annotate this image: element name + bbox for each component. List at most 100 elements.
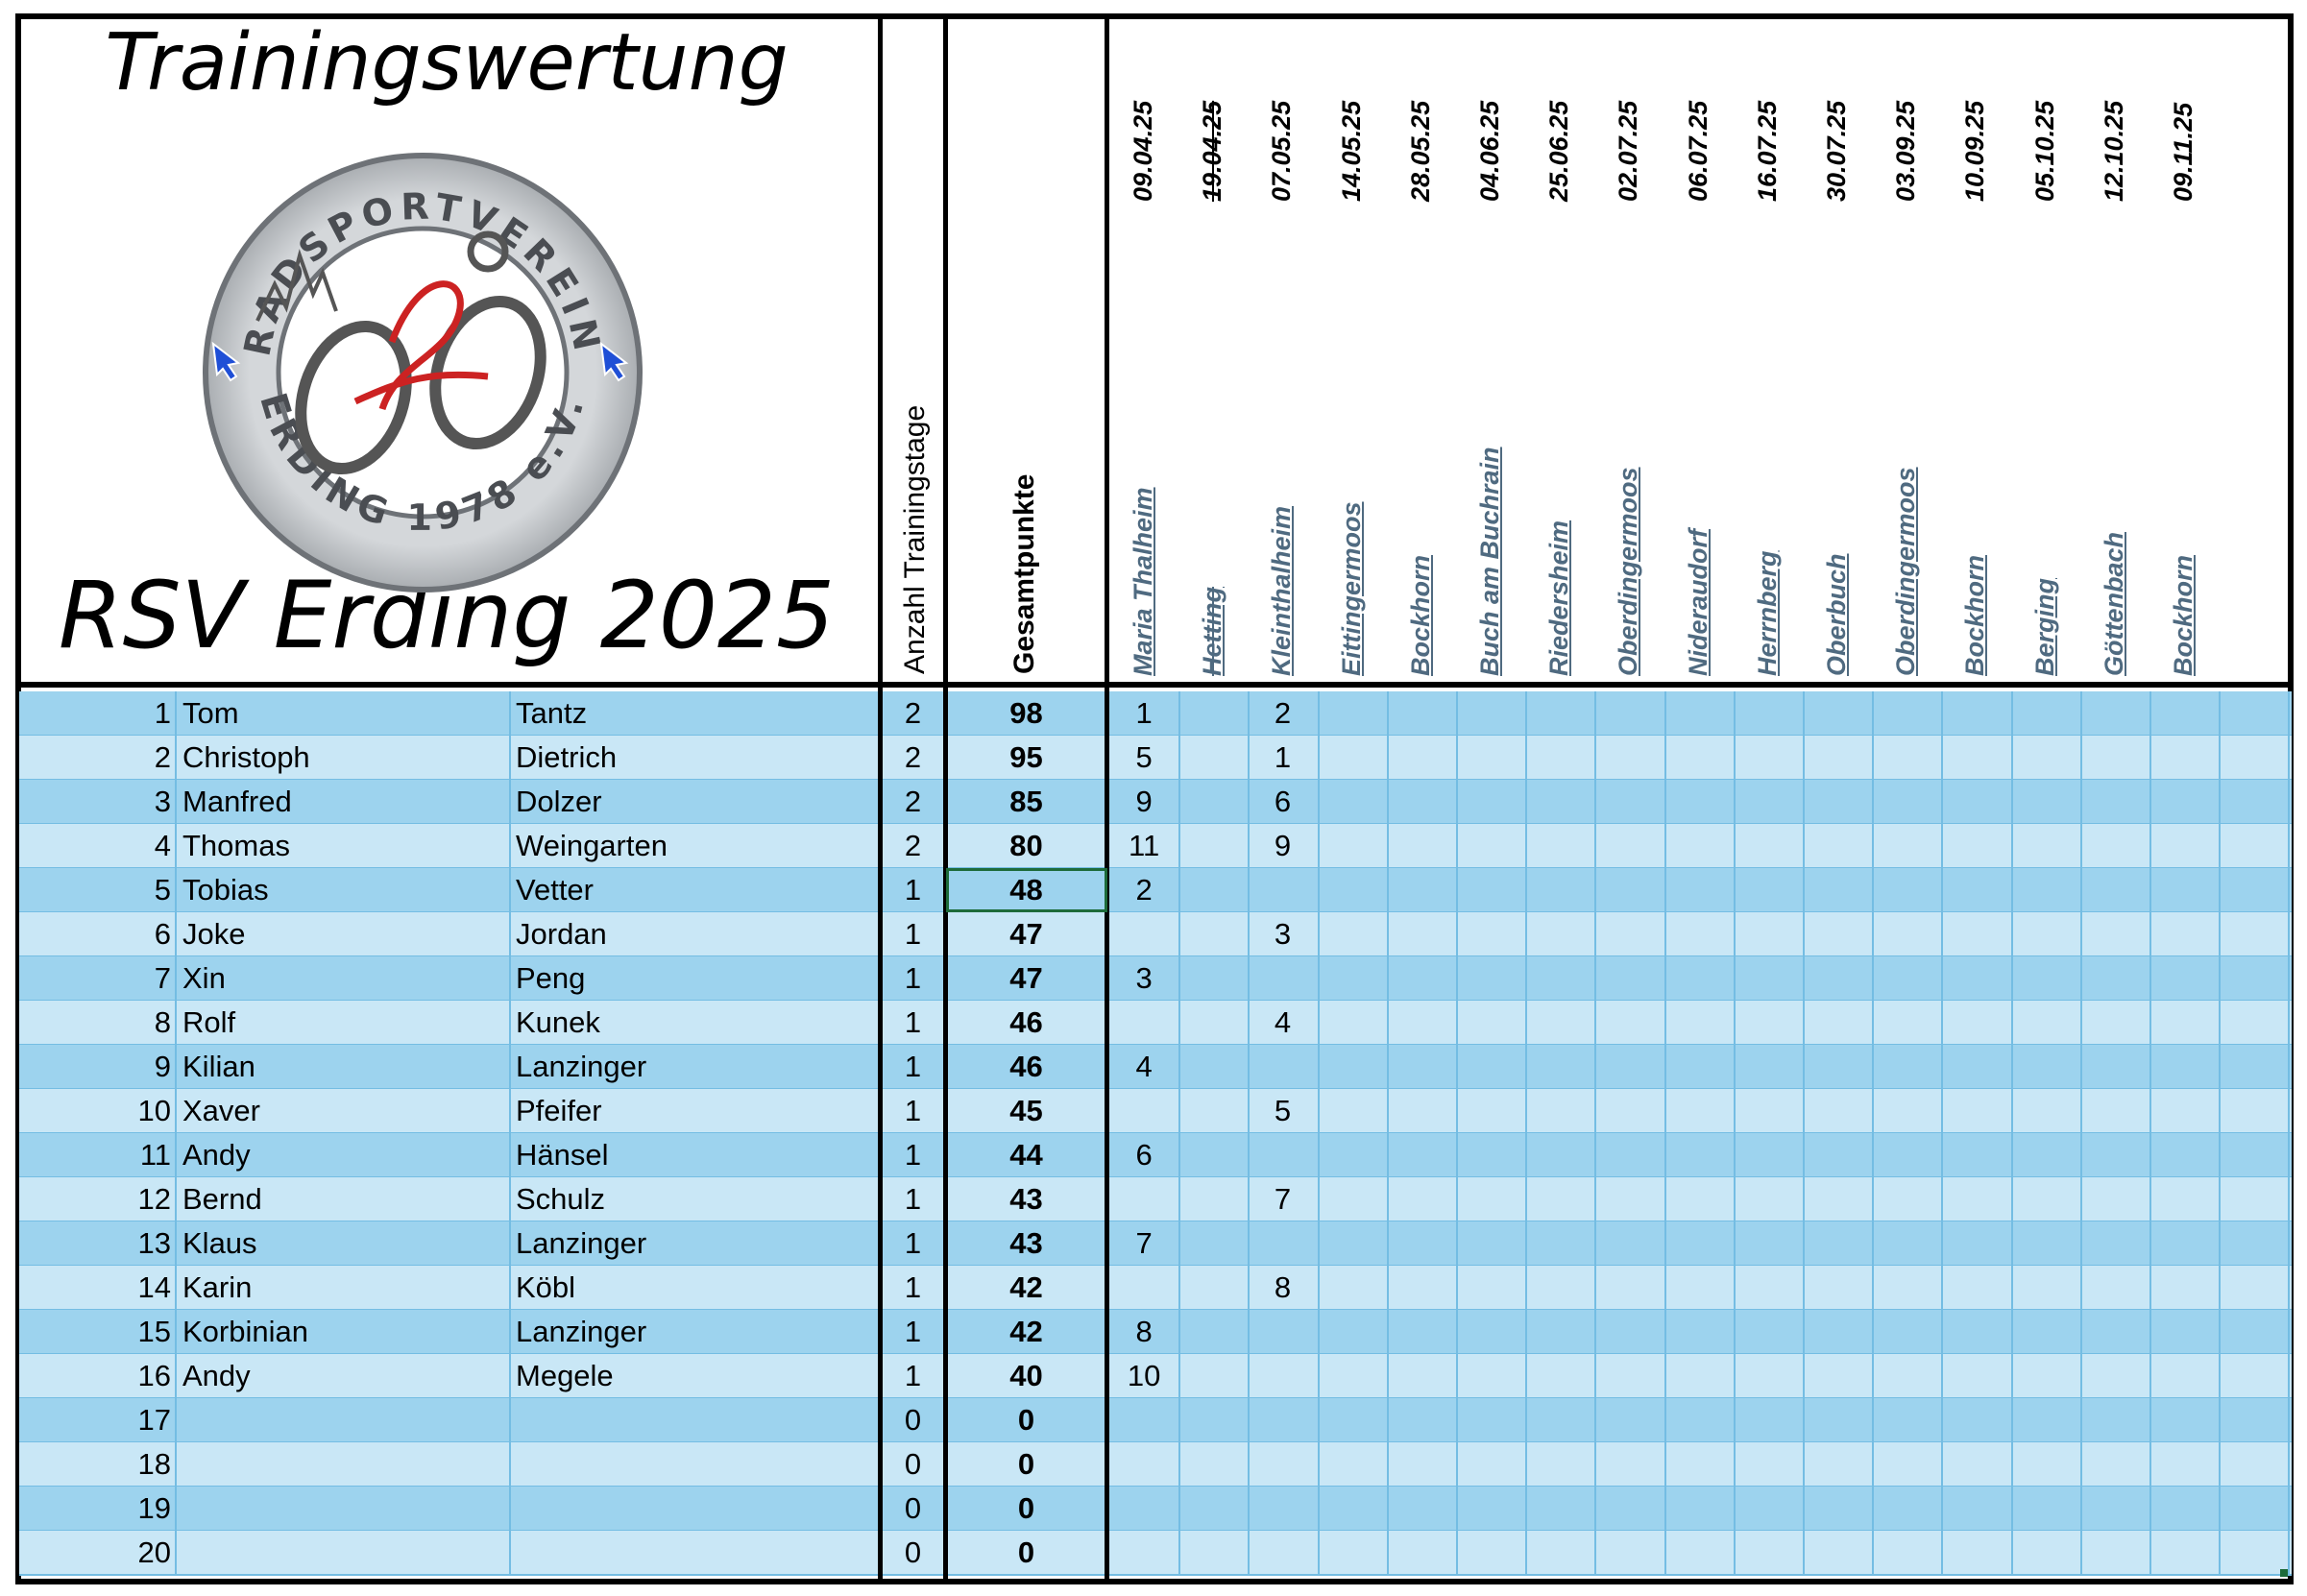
last-name-cell[interactable]: Lanzinger	[516, 1315, 647, 1348]
result-cell[interactable]: 4	[1135, 1050, 1153, 1083]
result-cell[interactable]	[1248, 868, 1317, 912]
result-cell[interactable]: 9	[1135, 785, 1153, 818]
table-row[interactable]: 11 Andy Hänsel 1 44 6	[19, 1133, 2292, 1177]
result-cell[interactable]	[1109, 1398, 1178, 1442]
result-cell[interactable]: 6	[1135, 1138, 1153, 1172]
result-cell[interactable]	[1178, 736, 1248, 780]
last-name-cell[interactable]: Peng	[516, 961, 586, 995]
total-points-cell[interactable]: 98	[1009, 696, 1043, 730]
result-cell[interactable]	[1178, 912, 1248, 956]
table-row[interactable]: 19 0 0	[19, 1487, 2292, 1531]
total-points-cell[interactable]: 43	[1009, 1226, 1043, 1260]
rank-cell[interactable]: 13	[137, 1226, 171, 1260]
table-row[interactable]: 4 Thomas Weingarten 2 80 11 9	[19, 824, 2292, 868]
result-cell[interactable]	[1178, 1487, 1248, 1531]
result-cell[interactable]	[1178, 1133, 1248, 1177]
total-points-cell[interactable]: 47	[1009, 917, 1043, 951]
first-name-cell[interactable]: Korbinian	[182, 1315, 308, 1348]
rank-cell[interactable]: 2	[154, 740, 171, 774]
rank-cell[interactable]: 14	[137, 1270, 171, 1304]
total-points-cell[interactable]: 95	[1009, 740, 1043, 774]
training-days-cell[interactable]: 2	[904, 785, 922, 818]
training-days-cell[interactable]: 1	[904, 961, 922, 995]
total-points-cell[interactable]: 80	[1009, 829, 1043, 862]
table-row[interactable]: 6 Joke Jordan 1 47 3	[19, 912, 2292, 956]
result-cell[interactable]: 3	[1274, 917, 1292, 951]
result-cell[interactable]	[1248, 1531, 1317, 1575]
last-name-cell[interactable]: Weingarten	[516, 829, 668, 862]
result-cell[interactable]	[1109, 1177, 1178, 1221]
last-name-cell[interactable]	[516, 1531, 871, 1575]
result-cell[interactable]	[1178, 1001, 1248, 1045]
rank-cell[interactable]: 15	[137, 1315, 171, 1348]
training-days-cell[interactable]: 1	[904, 1005, 922, 1039]
last-name-cell[interactable]: Jordan	[516, 917, 607, 951]
last-name-cell[interactable]	[516, 1398, 871, 1442]
total-points-cell[interactable]: 0	[1017, 1536, 1035, 1569]
table-row[interactable]: 9 Kilian Lanzinger 1 46 4	[19, 1045, 2292, 1089]
first-name-cell[interactable]: Christoph	[182, 740, 310, 774]
result-cell[interactable]: 8	[1135, 1315, 1153, 1348]
total-points-cell[interactable]: 45	[1009, 1094, 1043, 1127]
first-name-cell[interactable]: Xin	[182, 961, 226, 995]
total-points-cell[interactable]: 43	[1009, 1182, 1043, 1216]
rank-cell[interactable]: 19	[137, 1491, 171, 1525]
result-cell[interactable]	[1178, 1310, 1248, 1354]
result-cell[interactable]	[1109, 912, 1178, 956]
total-points-cell[interactable]: 46	[1009, 1050, 1043, 1083]
training-days-cell[interactable]: 1	[904, 1182, 922, 1216]
training-days-cell[interactable]: 2	[904, 740, 922, 774]
result-cell[interactable]	[1178, 1442, 1248, 1487]
training-days-cell[interactable]: 1	[904, 1226, 922, 1260]
result-cell[interactable]	[1248, 1354, 1317, 1398]
training-days-cell[interactable]: 1	[904, 1138, 922, 1172]
result-cell[interactable]: 2	[1274, 696, 1292, 730]
result-cell[interactable]	[1248, 1398, 1317, 1442]
result-cell[interactable]	[1178, 1266, 1248, 1310]
last-name-cell[interactable]: Megele	[516, 1359, 614, 1392]
training-days-cell[interactable]: 1	[904, 873, 922, 907]
table-row[interactable]: 3 Manfred Dolzer 2 85 9 6	[19, 780, 2292, 824]
result-cell[interactable]	[1109, 1089, 1178, 1133]
first-name-cell[interactable]: Tom	[182, 696, 239, 730]
total-points-cell[interactable]: 44	[1009, 1138, 1043, 1172]
result-cell[interactable]: 1	[1274, 740, 1292, 774]
first-name-cell[interactable]: Karin	[182, 1270, 253, 1304]
result-cell[interactable]: 5	[1135, 740, 1153, 774]
result-cell[interactable]	[1248, 1133, 1317, 1177]
first-name-cell[interactable]: Tobias	[182, 873, 269, 907]
first-name-cell[interactable]: Manfred	[182, 785, 292, 818]
first-name-cell[interactable]	[182, 1442, 499, 1487]
result-cell[interactable]	[1178, 1531, 1248, 1575]
training-days-cell[interactable]: 1	[904, 1270, 922, 1304]
rank-cell[interactable]: 4	[154, 829, 171, 862]
training-days-cell[interactable]: 2	[904, 829, 922, 862]
result-cell[interactable]	[1248, 1221, 1317, 1266]
result-cell[interactable]: 9	[1274, 829, 1292, 862]
last-name-cell[interactable]	[516, 1487, 871, 1531]
total-points-cell[interactable]: 48	[1009, 873, 1043, 907]
total-points-cell[interactable]: 47	[1009, 961, 1043, 995]
total-points-cell[interactable]: 0	[1017, 1491, 1035, 1525]
table-row[interactable]: 14 Karin Köbl 1 42 8	[19, 1266, 2292, 1310]
result-cell[interactable]: 5	[1274, 1094, 1292, 1127]
result-cell[interactable]	[1178, 868, 1248, 912]
table-row[interactable]: 1 Tom Tantz 2 98 1 2	[19, 691, 2292, 736]
result-cell[interactable]: 4	[1274, 1005, 1292, 1039]
last-name-cell[interactable]: Schulz	[516, 1182, 606, 1216]
total-points-cell[interactable]: 85	[1009, 785, 1043, 818]
last-name-cell[interactable]: Dietrich	[516, 740, 618, 774]
first-name-cell[interactable]	[182, 1531, 499, 1575]
rank-cell[interactable]: 7	[154, 961, 171, 995]
last-name-cell[interactable]: Köbl	[516, 1270, 576, 1304]
result-cell[interactable]: 7	[1135, 1226, 1153, 1260]
training-days-cell[interactable]: 1	[904, 917, 922, 951]
rank-cell[interactable]: 6	[154, 917, 171, 951]
table-row[interactable]: 7 Xin Peng 1 47 3	[19, 956, 2292, 1001]
result-cell[interactable]: 7	[1274, 1182, 1292, 1216]
first-name-cell[interactable]: Joke	[182, 917, 246, 951]
first-name-cell[interactable]: Andy	[182, 1359, 251, 1392]
rank-cell[interactable]: 12	[137, 1182, 171, 1216]
result-cell[interactable]	[1109, 1001, 1178, 1045]
first-name-cell[interactable]	[182, 1398, 499, 1442]
